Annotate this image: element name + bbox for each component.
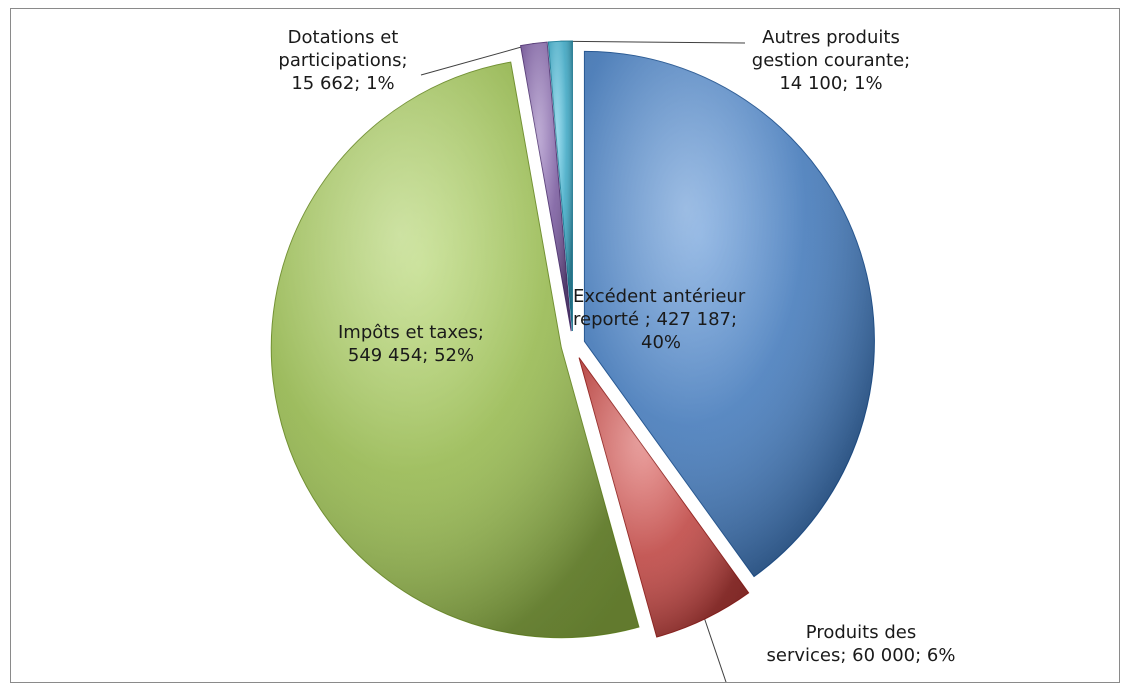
slice-label-autres-produits: Autres produits gestion courante; 14 100… (751, 27, 911, 94)
leader-line-produits-services (704, 618, 727, 682)
slice-label-impots-taxes: Impôts et taxes; 549 454; 52% (338, 322, 484, 366)
leader-line-dotations (420, 43, 534, 76)
pie-slice-highlight-impots-taxes (271, 62, 639, 638)
pie-slice-highlight-excedent (584, 51, 875, 577)
slice-label-excedent: Excédent antérieur reporté ; 427 187; 40… (573, 286, 746, 353)
chart-frame: Excédent antérieur reporté ; 427 187; 40… (10, 8, 1120, 683)
pie-chart (270, 40, 875, 682)
leader-line-autres-produits (560, 40, 746, 44)
pie-slice-highlight-produits-services (579, 357, 749, 638)
pie-slice-highlight-dotations (520, 42, 572, 332)
leader-lines (420, 40, 746, 682)
slice-label-produits-services: Produits des services; 60 000; 6% (766, 622, 956, 666)
pie-slices (270, 40, 875, 639)
pie-slice-highlight-autres-produits (548, 41, 573, 332)
slice-label-dotations: Dotations et participations; 15 662; 1% (278, 27, 408, 94)
